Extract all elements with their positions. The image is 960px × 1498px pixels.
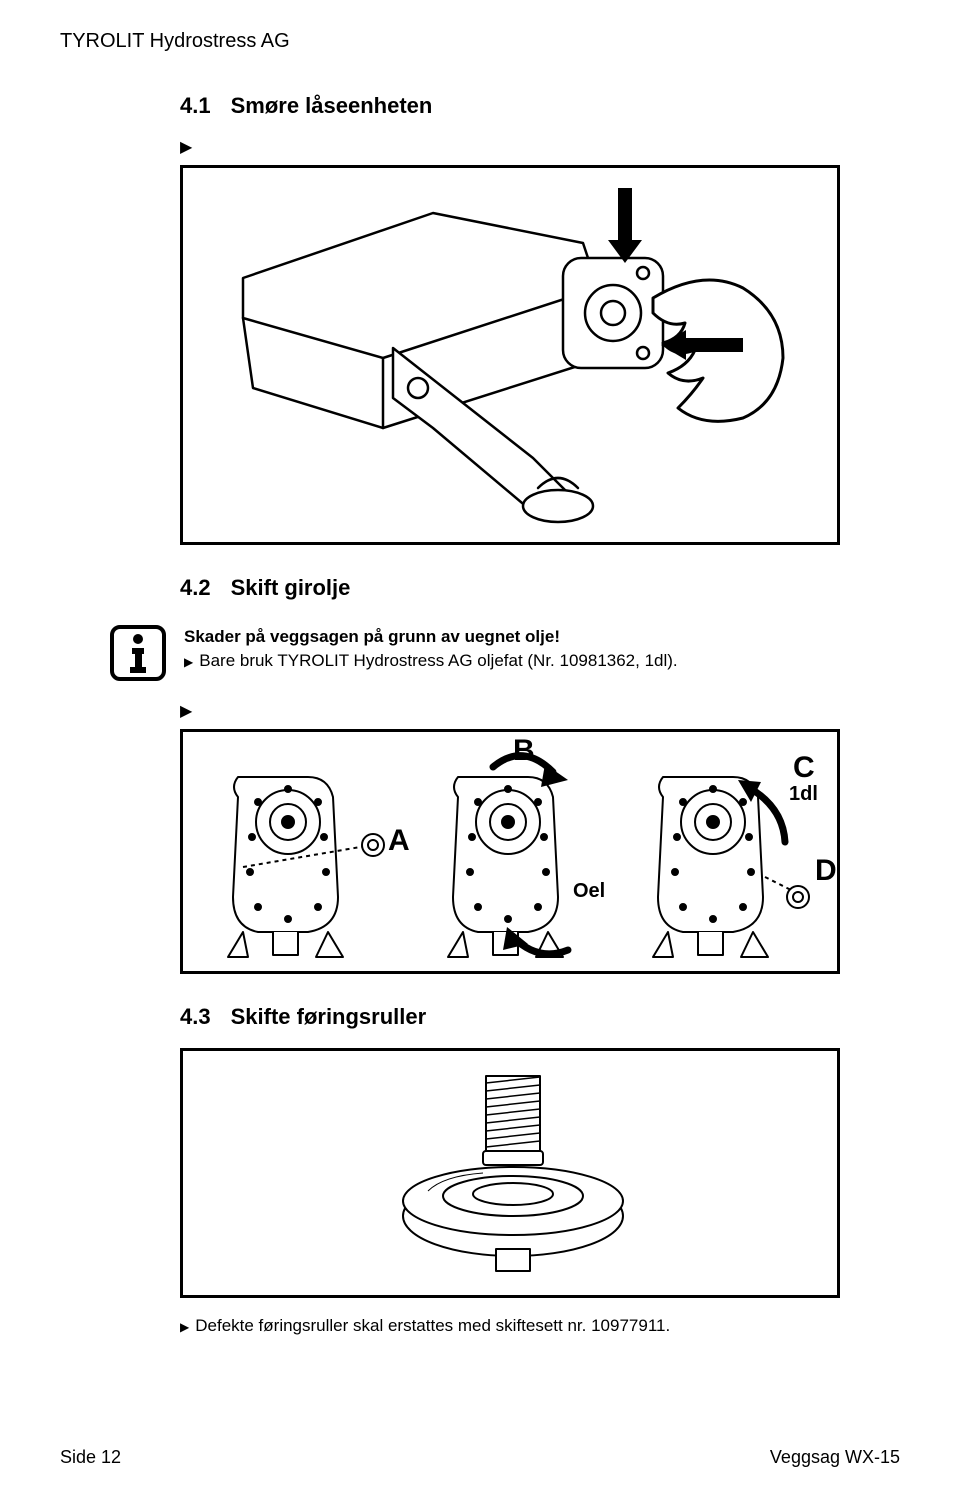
page-footer: Side 12 Veggsag WX-15 [60, 1447, 900, 1468]
section-4-1: 4.1 Smøre låseenheten ▶ [180, 93, 900, 545]
figure-lubricate-lock [180, 165, 840, 545]
label-C: C [793, 751, 815, 784]
note-line: ▶ Defekte føringsruller skal erstattes m… [180, 1316, 900, 1338]
label-A: A [388, 824, 410, 857]
section-number: 4.1 [180, 93, 211, 119]
figure-change-oil: A B Oel C 1dl [180, 729, 840, 974]
section-title: Smøre låseenheten [231, 93, 433, 119]
section-title: Skifte føringsruller [231, 1004, 427, 1030]
info-warning-text: Skader på veggsagen på grunn av uegnet o… [184, 627, 678, 647]
triangle-bullet-icon: ▶ [184, 651, 193, 673]
page-header-company: TYROLIT Hydrostress AG [60, 30, 900, 53]
label-D: D [815, 854, 837, 887]
section-title: Skift girolje [231, 575, 351, 601]
info-instruction-text: Bare bruk TYROLIT Hydrostress AG oljefat… [199, 651, 677, 673]
info-text: Skader på veggsagen på grunn av uegnet o… [184, 625, 678, 673]
info-note: Skader på veggsagen på grunn av uegnet o… [110, 625, 900, 681]
note-text: Defekte føringsruller skal erstattes med… [195, 1316, 670, 1338]
label-1dl: 1dl [789, 783, 818, 805]
section-number: 4.2 [180, 575, 211, 601]
info-instruction-line: ▶ Bare bruk TYROLIT Hydrostress AG oljef… [184, 651, 678, 673]
label-oel: Oel [573, 880, 605, 902]
section-heading: 4.2 Skift girolje [180, 575, 900, 601]
triangle-bullet-icon: ▶ [180, 1316, 189, 1338]
footer-doc-title: Veggsag WX-15 [770, 1447, 900, 1468]
section-heading: 4.1 Smøre låseenheten [180, 93, 900, 119]
info-icon [110, 625, 166, 681]
figure-guide-roller [180, 1048, 840, 1298]
section-heading: 4.3 Skifte føringsruller [180, 1004, 900, 1030]
section-number: 4.3 [180, 1004, 211, 1030]
step-triangle-icon: ▶ [180, 701, 900, 721]
section-4-3: 4.3 Skifte føringsruller [180, 1004, 900, 1338]
step-triangle-icon: ▶ [180, 137, 900, 157]
footer-page-number: Side 12 [60, 1447, 121, 1468]
section-4-2: 4.2 Skift girolje Skader på veggsagen på… [180, 575, 900, 974]
label-B: B [513, 734, 535, 767]
